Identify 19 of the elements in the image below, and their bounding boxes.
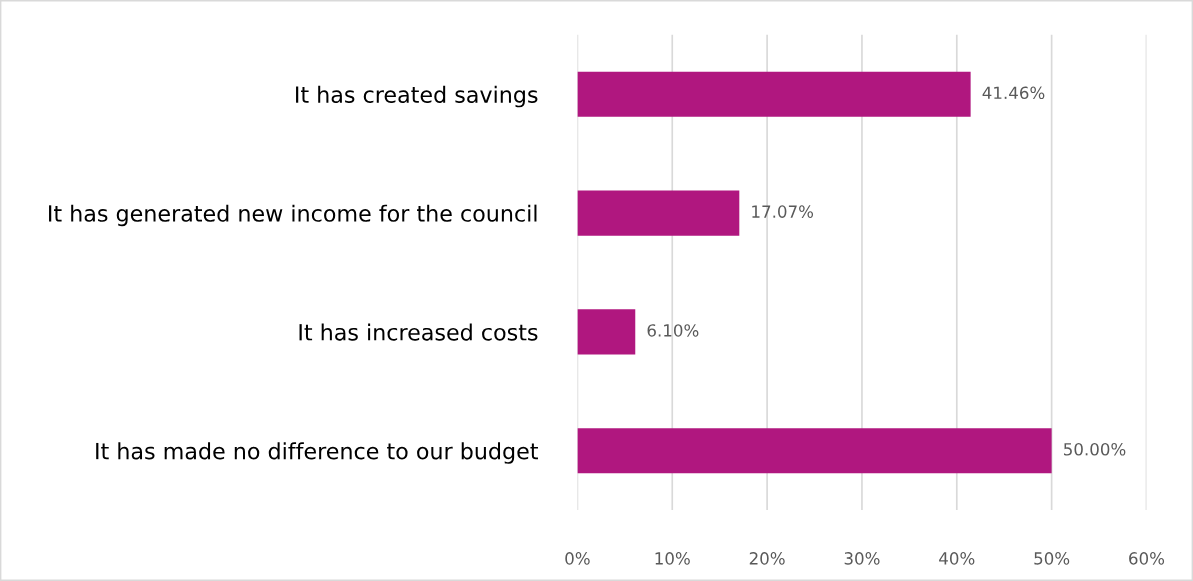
x-tick-label: 40% (939, 552, 975, 565)
x-tick-label: 30% (844, 552, 880, 565)
x-tick-label: 20% (749, 552, 785, 565)
bar (577, 428, 1052, 474)
x-tick-label: 0% (565, 552, 590, 565)
bar (577, 71, 971, 117)
y-tick-label: It has increased costs (299, 323, 538, 341)
y-tick-label: It has made no difference to our budget (96, 442, 538, 464)
y-tick-label: It has generated new income for the council (49, 204, 537, 227)
data-label: 17.07% (752, 205, 814, 218)
x-tick-label: 10% (655, 552, 690, 565)
x-tick-label: 60% (1129, 552, 1165, 565)
y-tick-label: It has created savings (296, 85, 538, 108)
bar (577, 309, 636, 355)
data-label: 6.10% (647, 324, 699, 337)
x-tick-label: 50% (1034, 552, 1070, 565)
data-label: 41.46% (982, 86, 1045, 100)
bar (577, 190, 740, 236)
data-label: 50.00% (1064, 442, 1126, 456)
